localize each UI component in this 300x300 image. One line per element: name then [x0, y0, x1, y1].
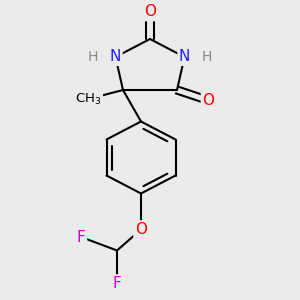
Text: O: O [144, 4, 156, 20]
Text: CH$_3$: CH$_3$ [75, 92, 102, 106]
Text: N: N [110, 50, 121, 64]
Text: H: H [88, 50, 98, 64]
Text: N: N [179, 50, 190, 64]
Text: H: H [202, 50, 212, 64]
Text: O: O [135, 222, 147, 237]
Text: O: O [202, 93, 214, 108]
Text: F: F [76, 230, 85, 244]
Text: F: F [112, 276, 122, 291]
